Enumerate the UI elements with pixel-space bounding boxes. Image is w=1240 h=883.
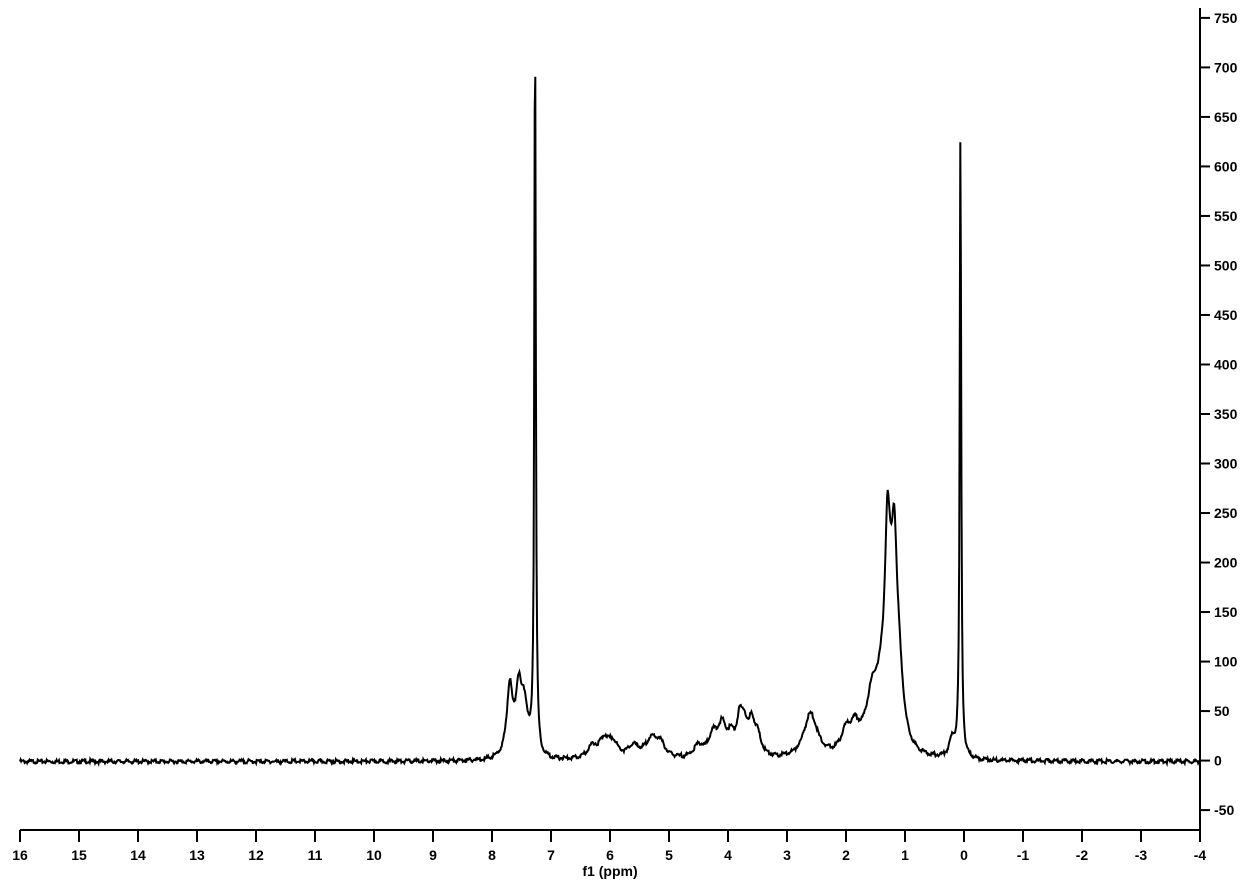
- x-tick-label: -3: [1135, 847, 1148, 863]
- y-tick-label: 350: [1214, 406, 1238, 422]
- x-tick-label: 16: [12, 847, 28, 863]
- x-tick-label: 11: [308, 847, 323, 863]
- y-tick-label: 750: [1214, 10, 1238, 26]
- x-tick-label: 13: [189, 847, 205, 863]
- y-tick-label: 700: [1214, 59, 1238, 75]
- y-tick-label: 600: [1214, 158, 1238, 174]
- y-tick-label: 300: [1214, 456, 1238, 472]
- y-tick-label: 550: [1214, 208, 1238, 224]
- x-tick-label: -2: [1076, 847, 1089, 863]
- x-axis-label: f1 (ppm): [582, 863, 637, 879]
- y-tick-label: 100: [1214, 654, 1238, 670]
- y-tick-label: -50: [1214, 802, 1234, 818]
- x-tick-label: -4: [1194, 847, 1207, 863]
- y-tick-label: 400: [1214, 356, 1238, 372]
- x-tick-label: 0: [960, 847, 968, 863]
- x-tick-label: 2: [842, 847, 850, 863]
- y-tick-label: 450: [1214, 307, 1238, 323]
- y-tick-label: 250: [1214, 505, 1238, 521]
- x-tick-label: 3: [783, 847, 791, 863]
- x-tick-label: 4: [724, 847, 732, 863]
- spectrum-trace: [20, 77, 1200, 764]
- y-tick-label: 500: [1214, 257, 1238, 273]
- x-tick-label: 12: [248, 847, 264, 863]
- y-tick-label: 0: [1214, 753, 1222, 769]
- x-tick-label: 1: [901, 847, 909, 863]
- y-tick-label: 150: [1214, 604, 1238, 620]
- x-tick-label: 15: [71, 847, 87, 863]
- x-tick-label: 9: [429, 847, 437, 863]
- x-tick-label: 6: [606, 847, 614, 863]
- x-tick-label: 10: [366, 847, 382, 863]
- y-tick-label: 200: [1214, 555, 1238, 571]
- x-tick-label: 8: [488, 847, 496, 863]
- x-tick-label: 14: [130, 847, 146, 863]
- x-tick-label: 5: [665, 847, 673, 863]
- nmr-spectrum-figure: 161514131211109876543210-1-2-3-4f1 (ppm)…: [0, 0, 1240, 883]
- x-tick-label: 7: [547, 847, 555, 863]
- nmr-spectrum-svg: 161514131211109876543210-1-2-3-4f1 (ppm)…: [0, 0, 1240, 883]
- y-tick-label: 650: [1214, 109, 1238, 125]
- x-tick-label: -1: [1017, 847, 1030, 863]
- y-tick-label: 50: [1214, 703, 1230, 719]
